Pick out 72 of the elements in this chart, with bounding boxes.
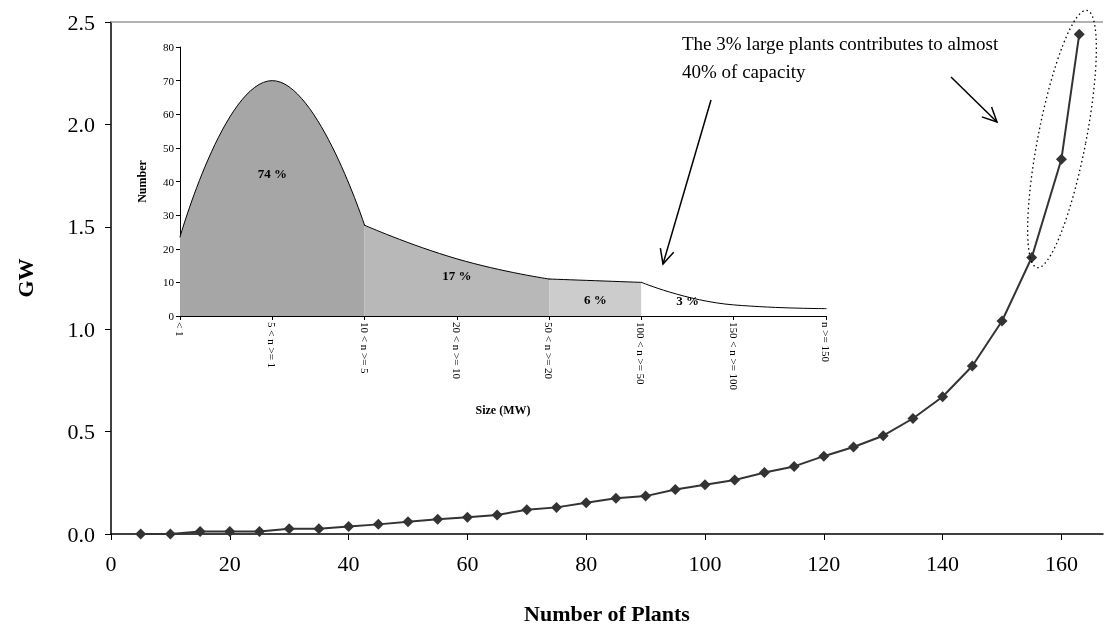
point (372, 518, 384, 530)
x-tick-label: 150 < n >= 100 (727, 322, 740, 391)
x-tick-label: 60 (456, 550, 479, 576)
y-tick-label: 20 (163, 242, 175, 255)
annotation: 74 % (257, 166, 287, 182)
point (1026, 252, 1038, 264)
x-tick-label: < 1 (174, 322, 186, 337)
x-tick-label: n >= 150 (820, 322, 832, 363)
y-tick-label: 40 (163, 175, 175, 188)
point (194, 526, 206, 538)
x-tick-label: 5 < n >= 1 (266, 322, 279, 369)
point (551, 501, 563, 513)
point (610, 492, 622, 504)
point (521, 504, 533, 516)
point (640, 490, 652, 502)
x-axis-title: Number of Plants (524, 600, 691, 626)
y-tick-label: 0.5 (67, 419, 95, 445)
x-tick-label: 80 (575, 550, 598, 576)
point (877, 430, 889, 442)
x-tick-label: 10 < n >= 5 (358, 322, 371, 375)
y-tick-label: 1.5 (67, 214, 95, 240)
point (699, 479, 711, 491)
point (313, 523, 325, 535)
y-tick-label: 60 (163, 108, 175, 121)
y-tick-label: 70 (163, 74, 175, 87)
point (788, 460, 800, 472)
x-tick-label: 160 (1044, 550, 1078, 576)
y-tick-label: 50 (163, 141, 175, 154)
point (1055, 153, 1067, 165)
point (224, 526, 236, 538)
x-tick-label: 140 (926, 550, 960, 576)
point (937, 391, 949, 403)
x-tick-label: 20 (218, 550, 241, 576)
annotation: 3 % (676, 293, 699, 309)
point (432, 513, 444, 525)
x-tick-label: 50 < n >= 20 (543, 322, 556, 380)
y-tick-label: 2.5 (67, 9, 95, 35)
point (580, 497, 592, 509)
point (996, 315, 1008, 327)
point (758, 467, 770, 479)
x-tick-label: 100 (688, 550, 722, 576)
x-tick-label: 20 < n >= 10 (450, 322, 463, 380)
annotation: 17 % (442, 267, 472, 283)
annotation: 6 % (583, 291, 607, 307)
y-tick-label: 0 (168, 310, 175, 322)
x-tick-label: 120 (807, 550, 841, 576)
y-tick-label: 0.0 (67, 521, 95, 547)
y-tick-label: 10 (163, 276, 175, 289)
point (491, 509, 503, 521)
point (402, 516, 414, 528)
point (669, 484, 681, 496)
point (343, 520, 355, 532)
point (848, 441, 860, 453)
point (966, 360, 978, 372)
y-axis-title: Number (135, 159, 149, 203)
x-tick-label: 40 (337, 550, 360, 576)
y-tick-label: 30 (163, 209, 175, 222)
point (818, 450, 830, 462)
x-tick-label: 0 (105, 550, 117, 576)
x-tick-label: 100 < n >= 50 (635, 322, 648, 386)
point (283, 523, 295, 535)
point (254, 526, 265, 538)
point (907, 412, 919, 424)
y-axis-title: GW (12, 258, 38, 298)
y-tick-label: 2.0 (67, 111, 95, 137)
annotation: The 3% large plants contributes to almost 40% of capacity (682, 32, 1000, 84)
point (1073, 28, 1085, 40)
point (461, 511, 473, 523)
x-axis-title: Size (MW) (475, 403, 531, 417)
y-tick-label: 1.0 (67, 316, 95, 342)
y-tick-label: 80 (163, 41, 175, 53)
point (729, 474, 741, 486)
